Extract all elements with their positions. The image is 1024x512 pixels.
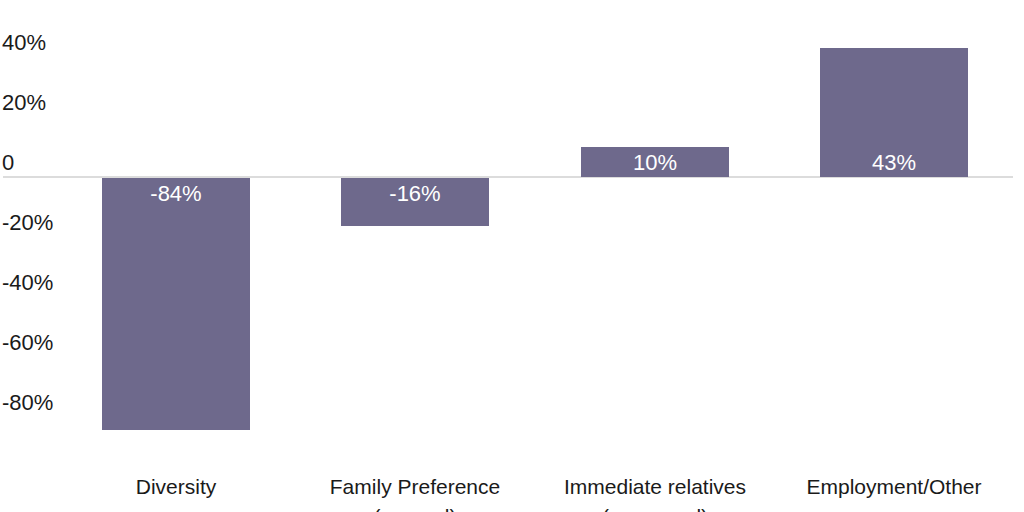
category-label-line: (capped): [275, 502, 555, 512]
category-label-line: Family Preference: [275, 472, 555, 502]
plot-area: 40% 20% 0 -20% -40% -60% -80% -84% Diversity -16%…: [0, 0, 1024, 512]
bar: -84%: [102, 178, 250, 430]
bar: 10%: [581, 147, 729, 177]
y-axis-tick-label: -20%: [2, 210, 53, 236]
bar-value-label: 10%: [581, 152, 729, 174]
category-label-line: Immediate relatives: [515, 472, 795, 502]
bar-chart: 40% 20% 0 -20% -40% -60% -80% -84% Diversity -16%…: [0, 0, 1024, 512]
bar-value-label: -16%: [341, 183, 489, 205]
category-label: Family Preference(capped): [275, 472, 555, 512]
bar: -16%: [341, 178, 489, 226]
category-label: Immediate relatives(uncapped): [515, 472, 795, 512]
y-axis-tick-label: -40%: [2, 270, 53, 296]
y-axis-tick-label: 0: [2, 150, 14, 176]
y-axis-tick-label: -80%: [2, 390, 53, 416]
category-label-line: Diversity: [36, 472, 316, 502]
category-label-line: Employment/Other: [754, 472, 1024, 502]
y-axis-tick-label: 20%: [2, 90, 46, 116]
bar-value-label: 43%: [820, 152, 968, 174]
bar: 43%: [820, 48, 968, 177]
bar-value-label: -84%: [102, 183, 250, 205]
y-axis-tick-label: -60%: [2, 330, 53, 356]
category-label: Diversity: [36, 472, 316, 502]
category-label-line: (uncapped): [515, 502, 795, 512]
y-axis-tick-label: 40%: [2, 30, 46, 56]
category-label: Employment/Other: [754, 472, 1024, 502]
